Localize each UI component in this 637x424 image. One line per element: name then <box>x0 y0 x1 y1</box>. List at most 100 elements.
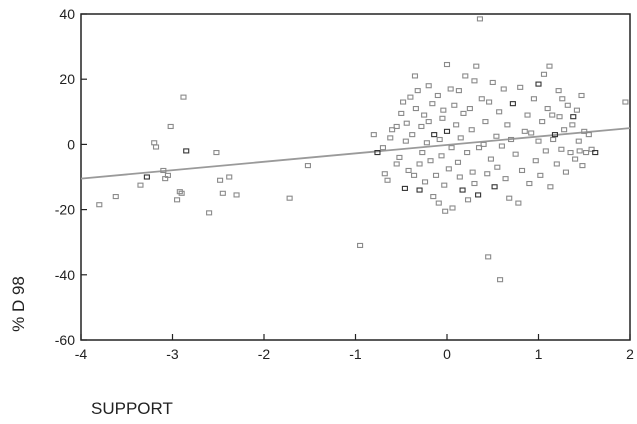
data-point <box>462 73 469 79</box>
data-point <box>583 150 590 156</box>
data-point <box>438 153 445 159</box>
data-point <box>473 63 480 69</box>
data-point <box>442 208 449 214</box>
data-point <box>178 190 185 196</box>
data-point <box>475 192 482 198</box>
data-point <box>451 102 458 108</box>
data-point <box>419 150 426 156</box>
data-point <box>151 140 158 146</box>
data-point <box>441 182 448 188</box>
data-point <box>393 161 400 167</box>
data-point <box>389 127 396 133</box>
data-point <box>535 81 542 87</box>
data-point <box>507 136 515 143</box>
data-point <box>469 169 476 175</box>
data-point <box>164 172 171 178</box>
data-point <box>183 148 190 154</box>
data-point <box>559 96 566 102</box>
data-point <box>471 180 478 187</box>
data-point <box>491 184 498 190</box>
data-point <box>403 120 410 126</box>
data-point <box>502 176 509 182</box>
data-point <box>457 135 464 141</box>
data-point <box>544 105 551 112</box>
data-point <box>530 96 537 102</box>
data-point <box>575 138 582 144</box>
data-point <box>418 123 425 130</box>
data-point <box>439 115 446 121</box>
data-point <box>453 122 460 128</box>
data-point <box>464 197 472 203</box>
x-tick-label: 0 <box>443 346 451 362</box>
x-tick-label: 2 <box>626 346 634 362</box>
data-point <box>112 194 119 200</box>
data-point <box>443 61 451 68</box>
data-point <box>551 132 559 138</box>
data-point <box>445 166 452 172</box>
data-point <box>484 171 491 177</box>
data-point <box>412 105 419 112</box>
y-tick-label: 20 <box>59 71 75 87</box>
data-point <box>213 150 220 156</box>
data-point <box>434 92 441 99</box>
regression-line <box>80 127 631 180</box>
y-axis-title: % D 98 <box>9 276 28 332</box>
data-point <box>592 150 599 156</box>
data-point <box>448 145 455 151</box>
data-point <box>167 123 174 130</box>
data-point <box>537 172 544 178</box>
data-point <box>500 86 507 92</box>
data-point <box>466 105 473 112</box>
x-tick-label: -1 <box>349 346 362 362</box>
data-point <box>405 167 412 174</box>
data-point <box>561 127 568 133</box>
fit-line-layer <box>80 127 631 180</box>
data-point <box>468 127 475 133</box>
ticks-layer: -4 -3 -2 -1 0 1 2 -60 -40 -20 0 20 40 <box>55 6 634 362</box>
data-point <box>546 63 553 69</box>
data-point <box>540 71 548 77</box>
data-point <box>429 101 436 107</box>
data-point <box>431 132 438 138</box>
data-point <box>432 172 440 178</box>
data-point <box>539 119 546 125</box>
data-point <box>455 88 462 94</box>
data-point <box>576 148 583 154</box>
data-point <box>423 140 430 146</box>
data-point <box>622 99 629 105</box>
data-point <box>137 182 144 188</box>
data-point <box>573 107 580 113</box>
data-point <box>569 122 576 128</box>
data-point <box>578 92 585 99</box>
data-point <box>464 150 471 156</box>
data-point <box>512 151 519 157</box>
data-point <box>482 119 489 125</box>
y-tick-label: 0 <box>67 136 75 152</box>
data-point <box>414 88 421 94</box>
data-point <box>286 195 293 201</box>
data-point <box>550 136 557 143</box>
data-point <box>416 187 423 193</box>
data-point <box>476 16 483 22</box>
data-point <box>581 128 588 134</box>
data-point <box>547 184 554 190</box>
data-point <box>379 145 387 151</box>
data-point <box>180 94 187 100</box>
data-point <box>486 99 493 105</box>
data-point <box>556 114 563 120</box>
data-point <box>427 158 434 164</box>
data-point <box>400 99 407 105</box>
data-point <box>475 145 483 151</box>
data-point <box>421 179 429 185</box>
data-point <box>217 177 224 183</box>
data-point <box>304 163 311 169</box>
data-point <box>381 171 388 177</box>
data-point <box>387 135 394 141</box>
data-point <box>588 146 595 152</box>
data-point <box>542 148 549 154</box>
data-point <box>152 144 160 150</box>
data-point <box>384 177 391 183</box>
data-point <box>401 185 408 191</box>
